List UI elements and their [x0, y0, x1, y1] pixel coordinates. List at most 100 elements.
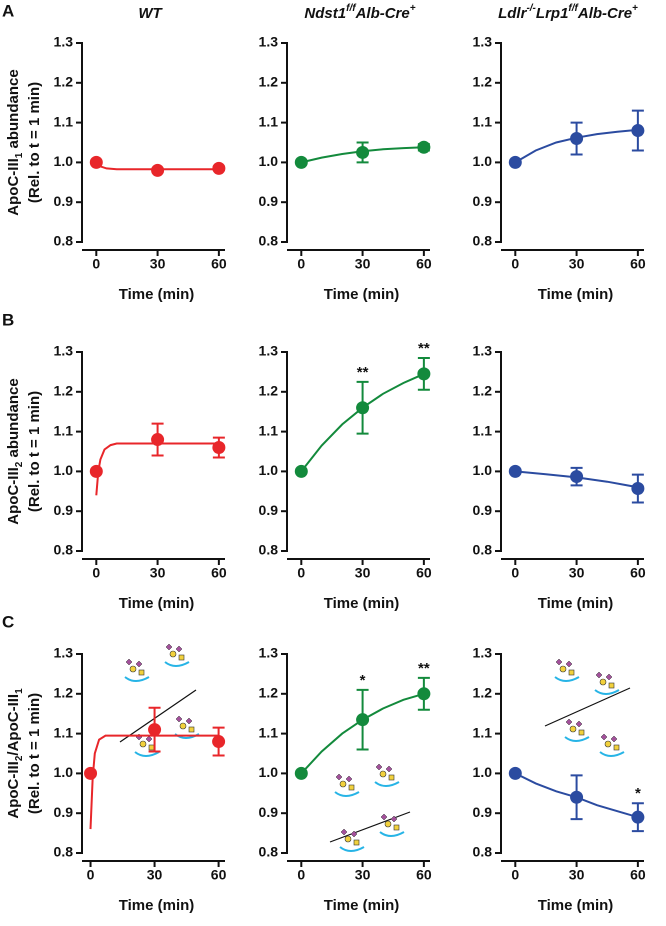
glycan-icon — [124, 658, 150, 682]
x-tick-label: 0 — [511, 565, 519, 581]
y-tick-label: 0.8 — [259, 844, 279, 860]
data-point — [89, 464, 103, 478]
glycan-icon — [379, 813, 405, 837]
significance-label: ** — [418, 660, 430, 677]
y-tick-label: 0.8 — [473, 542, 493, 558]
column-title: WT — [138, 5, 163, 22]
x-tick-label: 60 — [211, 867, 227, 883]
column-title-part: Lrp1 — [536, 5, 569, 22]
glycan-icon — [594, 671, 620, 695]
data-point — [294, 464, 308, 478]
x-tick-label: 60 — [416, 256, 432, 272]
x-tick-label: 0 — [92, 565, 100, 581]
x-tick-label: 30 — [569, 867, 585, 883]
y-tick-label: 1.1 — [54, 724, 74, 740]
data-point — [570, 132, 584, 146]
x-tick-label: 0 — [92, 256, 100, 272]
data-point — [294, 766, 308, 780]
y-tick-label: 1.0 — [54, 764, 74, 780]
y-tick-label: 1.1 — [473, 724, 493, 740]
column-title-part: + — [632, 3, 638, 14]
data-point — [356, 401, 370, 415]
y-tick-label: 1.2 — [54, 74, 74, 90]
y-tick-label: 0.8 — [473, 844, 493, 860]
y-tick-label: 1.0 — [54, 153, 74, 169]
x-tick-label: 60 — [416, 565, 432, 581]
y-tick-label: 1.1 — [54, 422, 74, 438]
y-tick-label: 0.9 — [259, 804, 279, 820]
y-tick-label: 1.1 — [259, 724, 279, 740]
y-axis-label-part: 2 — [14, 461, 25, 467]
x-tick-label: 30 — [147, 867, 163, 883]
column-title-part: + — [410, 3, 416, 14]
data-point — [631, 482, 645, 496]
y-tick-label: 0.9 — [473, 502, 493, 518]
x-tick-label: 60 — [211, 256, 227, 272]
y-tick-label: 1.2 — [473, 685, 493, 701]
y-tick-label: 1.3 — [259, 343, 279, 359]
data-point — [631, 810, 645, 824]
x-axis-label: Time (min) — [119, 286, 195, 303]
significance-label: * — [360, 672, 366, 689]
data-point — [84, 766, 98, 780]
data-point — [148, 723, 162, 737]
x-axis-label: Time (min) — [538, 595, 614, 612]
x-tick-label: 30 — [355, 256, 371, 272]
data-point — [417, 367, 431, 381]
y-tick-label: 1.2 — [54, 685, 74, 701]
y-tick-label: 1.2 — [473, 383, 493, 399]
y-tick-label: 1.2 — [259, 383, 279, 399]
data-point — [294, 155, 308, 169]
x-axis-label: Time (min) — [119, 595, 195, 612]
glycan-icon — [339, 828, 365, 852]
x-axis-label: Time (min) — [324, 897, 400, 914]
column-title-part: Alb-Cre — [355, 5, 410, 22]
x-tick-label: 0 — [87, 867, 95, 883]
y-tick-label: 1.3 — [54, 343, 74, 359]
fit-curve — [89, 734, 219, 830]
x-tick-label: 30 — [569, 256, 585, 272]
x-axis-label: Time (min) — [538, 286, 614, 303]
x-tick-label: 30 — [150, 256, 166, 272]
column-title-part: -/- — [526, 3, 536, 14]
y-tick-label: 1.2 — [259, 685, 279, 701]
y-tick-label: 1.0 — [473, 462, 493, 478]
y-tick-label: 1.0 — [473, 764, 493, 780]
x-tick-label: 60 — [416, 867, 432, 883]
y-tick-label: 1.1 — [259, 422, 279, 438]
column-title-part: Alb-Cre — [577, 5, 632, 22]
y-tick-label: 1.0 — [473, 153, 493, 169]
x-axis-label: Time (min) — [324, 286, 400, 303]
x-tick-label: 30 — [150, 565, 166, 581]
x-tick-label: 30 — [355, 867, 371, 883]
y-tick-label: 1.3 — [473, 343, 493, 359]
divider — [544, 687, 631, 727]
data-point — [508, 155, 522, 169]
y-axis-label-part: 1 — [14, 688, 25, 694]
y-tick-label: 0.9 — [259, 193, 279, 209]
significance-label: * — [635, 785, 641, 802]
significance-label: ** — [418, 340, 430, 357]
x-axis-label: Time (min) — [119, 897, 195, 914]
x-tick-label: 60 — [630, 256, 646, 272]
y-axis-label-part: 2 — [14, 755, 25, 761]
y-tick-label: 1.1 — [473, 422, 493, 438]
glycan-icon — [164, 643, 190, 667]
x-tick-label: 60 — [211, 565, 227, 581]
y-tick-label: 1.1 — [259, 113, 279, 129]
data-point — [417, 687, 431, 701]
y-tick-label: 1.2 — [54, 383, 74, 399]
column-title: Ldlr-/-Lrp1f/fAlb-Cre+ — [498, 3, 638, 22]
y-axis-label-part: (Rel. to t = 1 min) — [26, 693, 43, 814]
y-tick-label: 0.8 — [259, 233, 279, 249]
data-point — [417, 140, 431, 154]
y-tick-label: 1.3 — [54, 34, 74, 50]
y-tick-label: 1.2 — [259, 74, 279, 90]
y-tick-label: 1.3 — [473, 645, 493, 661]
divider — [329, 811, 411, 843]
glycan-icon — [334, 773, 360, 797]
y-tick-label: 0.8 — [473, 233, 493, 249]
panel-label: C — [2, 612, 14, 631]
data-point — [212, 441, 226, 455]
glycan-icons — [119, 643, 631, 852]
